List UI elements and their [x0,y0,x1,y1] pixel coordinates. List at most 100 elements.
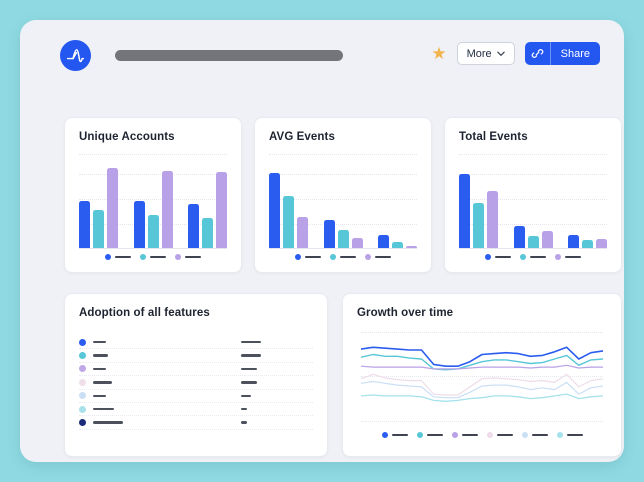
gridline [361,421,603,422]
chevron-down-icon [496,51,505,56]
growth-line [361,373,603,396]
legend-label-placeholder [531,433,548,437]
growth-line [361,353,603,371]
legend-label-placeholder [340,255,356,259]
card-title: Growth over time [357,307,454,319]
bar-group [133,154,173,248]
growth-lines-svg [361,346,603,402]
bar [93,210,104,248]
legend-label-placeholder [530,255,546,259]
feature-row [79,416,313,430]
card-title: AVG Events [269,131,335,143]
gridline [269,199,417,200]
legend-dot [295,254,301,260]
legend-dot [521,432,528,438]
more-button-label: More [466,47,492,60]
feature-value-placeholder [241,381,257,384]
legend-label-placeholder [305,255,321,259]
card-title: Total Events [459,131,528,143]
amplitude-logo [60,40,91,71]
bar [202,217,213,248]
legend-dot [485,254,491,260]
legend-item [381,432,408,438]
card-title: Adoption of all features [79,307,210,319]
bar [392,242,403,248]
legend-label-placeholder [496,433,513,437]
bar [323,219,335,248]
legend-dot [330,254,336,260]
legend-item [451,432,478,438]
gridline [459,224,607,225]
feature-dot [79,392,86,400]
feature-value-placeholder [241,340,261,344]
share-button-label: Share [560,47,590,60]
legend-dot [175,254,181,260]
card-avg-events: AVG Events [254,117,432,273]
feature-dot [79,365,86,373]
header: ★ More Share [44,40,600,74]
feature-value-placeholder [241,421,247,424]
bar [487,190,498,248]
share-link-segment[interactable] [525,42,551,65]
gridline [361,376,603,377]
bar [147,215,159,248]
share-button[interactable]: Share [524,42,600,65]
more-button[interactable]: More [456,42,515,65]
bar [297,216,308,248]
feature-value-placeholder [241,407,247,411]
feature-dot [79,352,86,360]
legend-item [175,254,201,260]
bar [107,168,118,248]
legend-dot [555,254,561,260]
feature-name-placeholder [93,381,112,384]
feature-row [79,336,313,350]
feature-name-placeholder [93,354,108,357]
legend-label-placeholder [426,433,443,437]
bar [351,237,363,248]
feature-row [79,363,313,377]
bar [283,196,294,248]
feature-name-placeholder [93,407,114,411]
bar-group [269,154,308,248]
gridline [459,199,607,200]
favorite-star-icon[interactable]: ★ [431,44,447,63]
bar [269,172,280,248]
legend-item [555,254,581,260]
feature-value-placeholder [241,394,251,397]
gridline [361,332,603,333]
gridline [269,154,417,155]
link-icon [531,49,543,58]
gridline [459,154,607,155]
bar [568,234,579,248]
chart-legend [255,254,431,260]
feature-value-placeholder [241,354,261,357]
gridline [269,224,417,225]
feature-dot [79,405,86,413]
growth-line [361,393,603,402]
bar [527,235,539,248]
bar-group [378,154,417,248]
chart-legend [343,432,621,438]
bar-chart-unique-accounts [79,154,227,249]
bar [406,246,417,248]
legend-label-placeholder [566,433,583,437]
bar-group [188,154,227,248]
legend-label-placeholder [150,255,166,259]
legend-item [105,254,131,260]
bar-group [513,154,553,248]
chart-legend [65,254,241,260]
legend-dot [381,432,388,438]
bar-group [323,154,363,248]
feature-dot [79,378,86,386]
gridline [269,174,417,175]
gridline [459,174,607,175]
legend-dot [365,254,371,260]
adoption-feature-list [79,336,313,430]
legend-label-placeholder [185,255,201,259]
feature-dot [79,338,86,346]
bar [378,234,389,248]
legend-item [485,254,511,260]
gridline [79,174,227,175]
legend-dot [416,432,423,438]
bar [188,203,199,248]
